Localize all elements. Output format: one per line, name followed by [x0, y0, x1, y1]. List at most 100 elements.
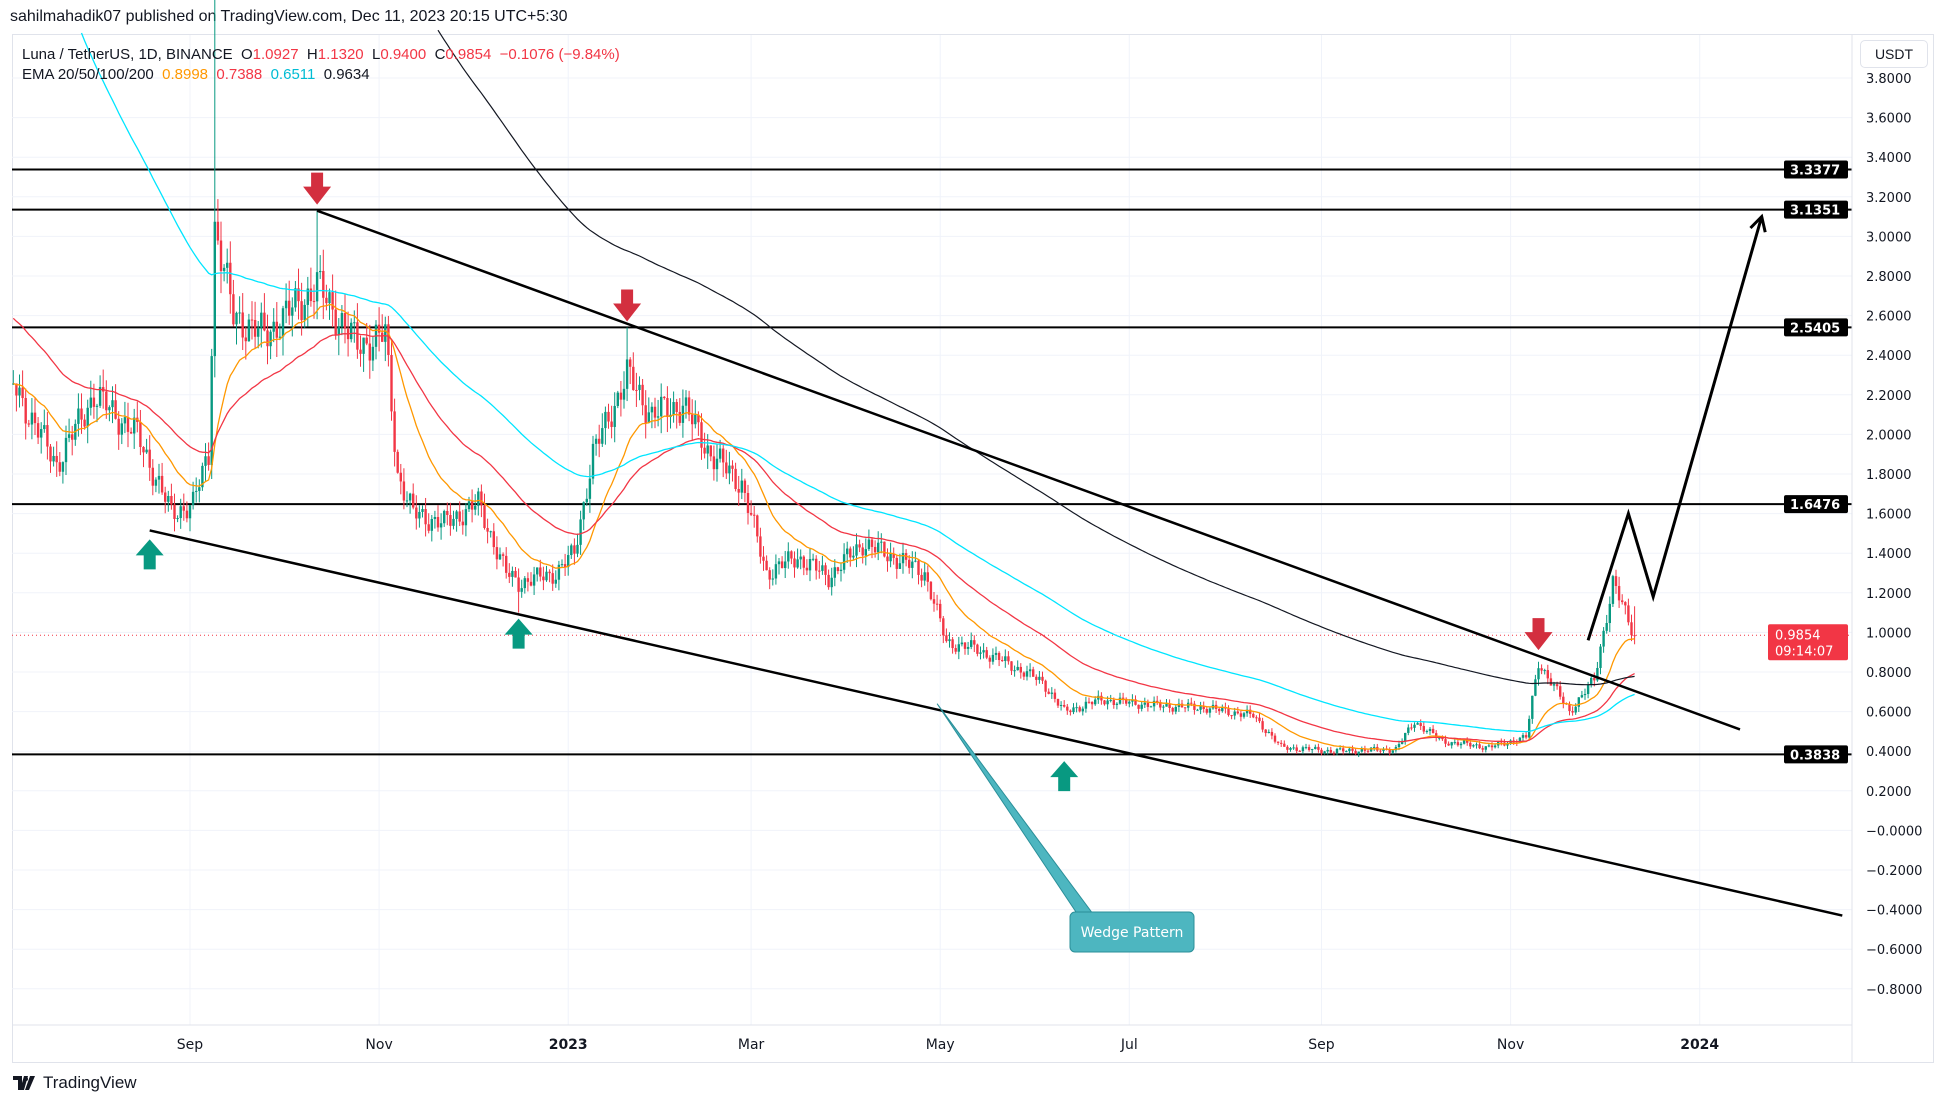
price-tick-label: −0.2000 [1866, 864, 1922, 879]
price-tick-label: −0.8000 [1866, 983, 1922, 998]
candle-down [666, 398, 669, 418]
candle-up [1425, 730, 1429, 732]
candle-up [1493, 745, 1497, 748]
candle-up [176, 518, 179, 520]
candle-down [427, 524, 430, 531]
candle-up [269, 331, 272, 347]
candle-up [811, 558, 815, 560]
price-tick-label: 0.8000 [1866, 666, 1912, 681]
candle-up [1472, 745, 1475, 747]
candle-up [489, 531, 492, 533]
price-tick-label: 3.6000 [1866, 112, 1912, 127]
candle-up [405, 500, 409, 502]
arrow-down-icon [1524, 618, 1553, 651]
candle-up [638, 384, 641, 391]
chart-frame [12, 34, 1934, 1063]
arrow-up-icon [135, 539, 164, 570]
candle-down [1469, 742, 1472, 747]
candle-up [1075, 707, 1078, 709]
candle-up [1233, 711, 1236, 716]
candle-down [1264, 729, 1267, 734]
candle-up [570, 545, 573, 556]
candle-down [1159, 701, 1162, 708]
candle-up [1586, 684, 1590, 694]
candle-down [1630, 622, 1633, 636]
candle-up [340, 313, 344, 327]
candle-down [470, 501, 474, 510]
candle-down [114, 400, 117, 419]
candle-up [740, 480, 743, 493]
candle-up [464, 509, 468, 526]
symbol-legend: Luna / TetherUS, 1D, BINANCE O1.0927 H1.… [22, 46, 620, 63]
arrow-up-icon [504, 618, 533, 649]
candle-down [1441, 737, 1444, 740]
candle-up [384, 324, 387, 342]
candle-up [808, 559, 812, 571]
candle-down [1366, 750, 1370, 752]
candle-up [616, 392, 619, 406]
candle-up [195, 490, 198, 492]
candle-up [1149, 706, 1153, 708]
candle-up [852, 555, 855, 558]
candle-down [1633, 635, 1636, 637]
candle-down [1230, 715, 1233, 717]
candle-up [1521, 735, 1525, 738]
candle-up [706, 445, 709, 454]
candle-down [1019, 666, 1022, 673]
candle-up [650, 406, 654, 413]
candle-down [1280, 742, 1283, 744]
candle-up [474, 505, 477, 510]
candle-up [278, 336, 282, 338]
candle-down [1283, 743, 1286, 747]
price-tick-label: 3.2000 [1866, 191, 1912, 206]
candle-down [725, 462, 728, 474]
time-tick-label: Nov [1497, 1037, 1524, 1053]
candle-down [508, 572, 511, 577]
candle-up [1407, 727, 1410, 733]
candle-down [765, 560, 768, 571]
candle-up [979, 652, 982, 654]
candle-down [653, 406, 657, 418]
candle-up [1453, 742, 1456, 744]
tradingview-logo[interactable]: TradingView [13, 1073, 137, 1093]
candle-down [1047, 691, 1050, 694]
candle-up [960, 642, 964, 645]
currency-button[interactable]: USDT [1860, 40, 1928, 68]
candle-up [1577, 697, 1580, 707]
candle-down [359, 349, 362, 354]
candle-down [300, 301, 303, 321]
time-tick-label: 2024 [1680, 1037, 1719, 1053]
low-value: 0.9400 [380, 46, 427, 63]
candle-down [250, 319, 254, 321]
candle-up [1518, 737, 1522, 743]
candle-up [715, 458, 719, 470]
candle-up [774, 564, 778, 579]
candle-down [173, 504, 176, 520]
candle-up [455, 511, 458, 519]
candle-down [917, 560, 920, 575]
ema20-line [13, 303, 1635, 751]
candle-down [805, 567, 809, 571]
candle-up [188, 505, 192, 519]
candle-up [554, 579, 557, 584]
candle-down [861, 547, 864, 556]
candle-down [1255, 717, 1258, 719]
candle-down [1218, 708, 1221, 712]
price-tick-label: 2.6000 [1866, 310, 1912, 325]
candle-down [1063, 704, 1066, 707]
candle-down [746, 492, 750, 513]
candle-down [1614, 576, 1618, 587]
candle-down [92, 397, 96, 407]
wedge-trendline [316, 209, 1741, 731]
candle-up [1128, 701, 1131, 704]
candle-up [1072, 707, 1075, 713]
candle-up [226, 262, 229, 268]
candle-up [855, 544, 858, 556]
candle-down [1183, 707, 1187, 709]
candle-up [799, 556, 802, 560]
candle-down [105, 391, 108, 411]
candle-up [77, 408, 80, 424]
candle-up [257, 327, 260, 337]
candle-down [703, 447, 706, 454]
